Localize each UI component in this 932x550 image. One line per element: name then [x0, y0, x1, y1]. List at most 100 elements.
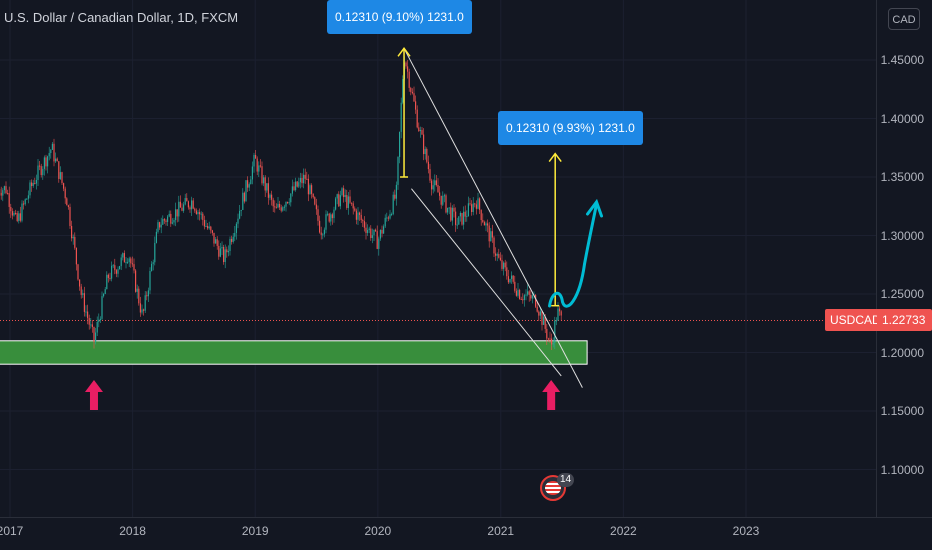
- candle-body: [543, 316, 545, 325]
- candle-body: [154, 242, 156, 263]
- candle-body: [514, 281, 516, 291]
- candle-body: [495, 253, 497, 256]
- candle-body: [165, 220, 167, 222]
- candle-body: [491, 231, 493, 238]
- price-axis-border: [876, 0, 877, 517]
- candle-body: [187, 201, 189, 208]
- candle-body: [48, 153, 50, 157]
- candle-body: [155, 231, 157, 243]
- currency-button[interactable]: CAD: [888, 8, 920, 30]
- up-arrow-marker: [542, 380, 561, 410]
- candle-body: [112, 265, 114, 267]
- candle-body: [378, 238, 380, 249]
- candle-body: [210, 226, 212, 231]
- candle-body: [443, 195, 445, 197]
- candle-body: [280, 207, 282, 211]
- us-flag-icon: [545, 481, 561, 495]
- candle-body: [256, 158, 258, 172]
- candle-body: [29, 182, 31, 196]
- candle-body: [483, 222, 485, 226]
- candle-body: [298, 182, 300, 187]
- candle-body: [477, 198, 479, 209]
- candle-body: [152, 262, 154, 264]
- candle-body: [2, 190, 4, 196]
- candle-body: [507, 276, 509, 283]
- candle-body: [373, 229, 375, 236]
- candle-body: [240, 209, 242, 211]
- candle-body: [43, 157, 45, 169]
- measure-arrow-head: [397, 47, 411, 57]
- drawings-layer[interactable]: [84, 47, 604, 410]
- measure-label-1[interactable]: 0.12310 (9.10%) 1231.0: [327, 0, 472, 34]
- candle-body: [114, 265, 116, 271]
- candle-body: [339, 195, 341, 207]
- candle-body: [261, 166, 263, 184]
- candle-body: [99, 318, 101, 320]
- candle-body: [400, 102, 402, 132]
- candle-body: [539, 311, 541, 316]
- candle-body: [379, 229, 381, 239]
- candle-body: [275, 207, 277, 209]
- candle-body: [504, 262, 506, 268]
- candle-body: [8, 193, 10, 207]
- time-tick-label: 2019: [241, 524, 269, 538]
- candle-body: [293, 186, 295, 191]
- candle-body: [288, 202, 290, 204]
- candle-body: [13, 212, 15, 216]
- candle-body: [315, 204, 317, 210]
- candle-body: [472, 203, 474, 212]
- candle-body: [251, 166, 253, 180]
- candle-body: [31, 182, 33, 187]
- candle-body: [519, 289, 521, 299]
- candle-body: [541, 311, 543, 325]
- candle-body: [554, 320, 556, 343]
- time-tick-label: 2023: [732, 524, 760, 538]
- candle-body: [199, 212, 201, 215]
- candle-body: [458, 216, 460, 225]
- candle-body: [250, 179, 252, 185]
- candle-body: [263, 177, 265, 184]
- candle-body: [0, 192, 2, 196]
- symbol-title[interactable]: U.S. Dollar / Canadian Dollar, 1D, FXCM: [4, 10, 239, 25]
- candle-body: [351, 202, 353, 204]
- candle-body: [282, 207, 284, 211]
- time-tick-label: 2020: [364, 524, 392, 538]
- candle-body: [226, 249, 228, 253]
- candle-body: [87, 311, 89, 319]
- candle-body: [368, 228, 370, 231]
- candle-body: [367, 230, 369, 233]
- candle-body: [290, 193, 292, 203]
- candle-body: [338, 194, 340, 207]
- candle-body: [354, 208, 356, 211]
- price-tick-label: 1.45000: [880, 53, 924, 67]
- candle-body: [59, 172, 61, 179]
- candle-body: [269, 194, 271, 198]
- candle-body: [515, 290, 517, 296]
- candle-body: [523, 295, 525, 300]
- candle-body: [480, 209, 482, 221]
- candle-body: [295, 181, 297, 191]
- candle-body: [186, 198, 188, 202]
- candle-body: [91, 324, 93, 327]
- measure-label-2[interactable]: 0.12310 (9.93%) 1231.0: [498, 111, 643, 145]
- candle-body: [375, 229, 377, 232]
- candle-body: [61, 172, 63, 184]
- candle-body: [325, 214, 327, 230]
- candle-body: [344, 194, 346, 198]
- candle-body: [355, 210, 357, 220]
- candle-body: [215, 239, 217, 244]
- candle-body: [66, 198, 68, 206]
- candle-body: [106, 274, 108, 290]
- candle-body: [104, 289, 106, 295]
- candle-body: [520, 298, 522, 300]
- candle-body: [363, 221, 365, 228]
- candle-body: [362, 220, 364, 222]
- candle-body: [136, 288, 138, 292]
- candle-body: [391, 214, 393, 216]
- candle-body: [285, 201, 287, 207]
- candle-body: [139, 303, 141, 313]
- candle-body: [493, 237, 495, 254]
- candle-body: [85, 311, 87, 313]
